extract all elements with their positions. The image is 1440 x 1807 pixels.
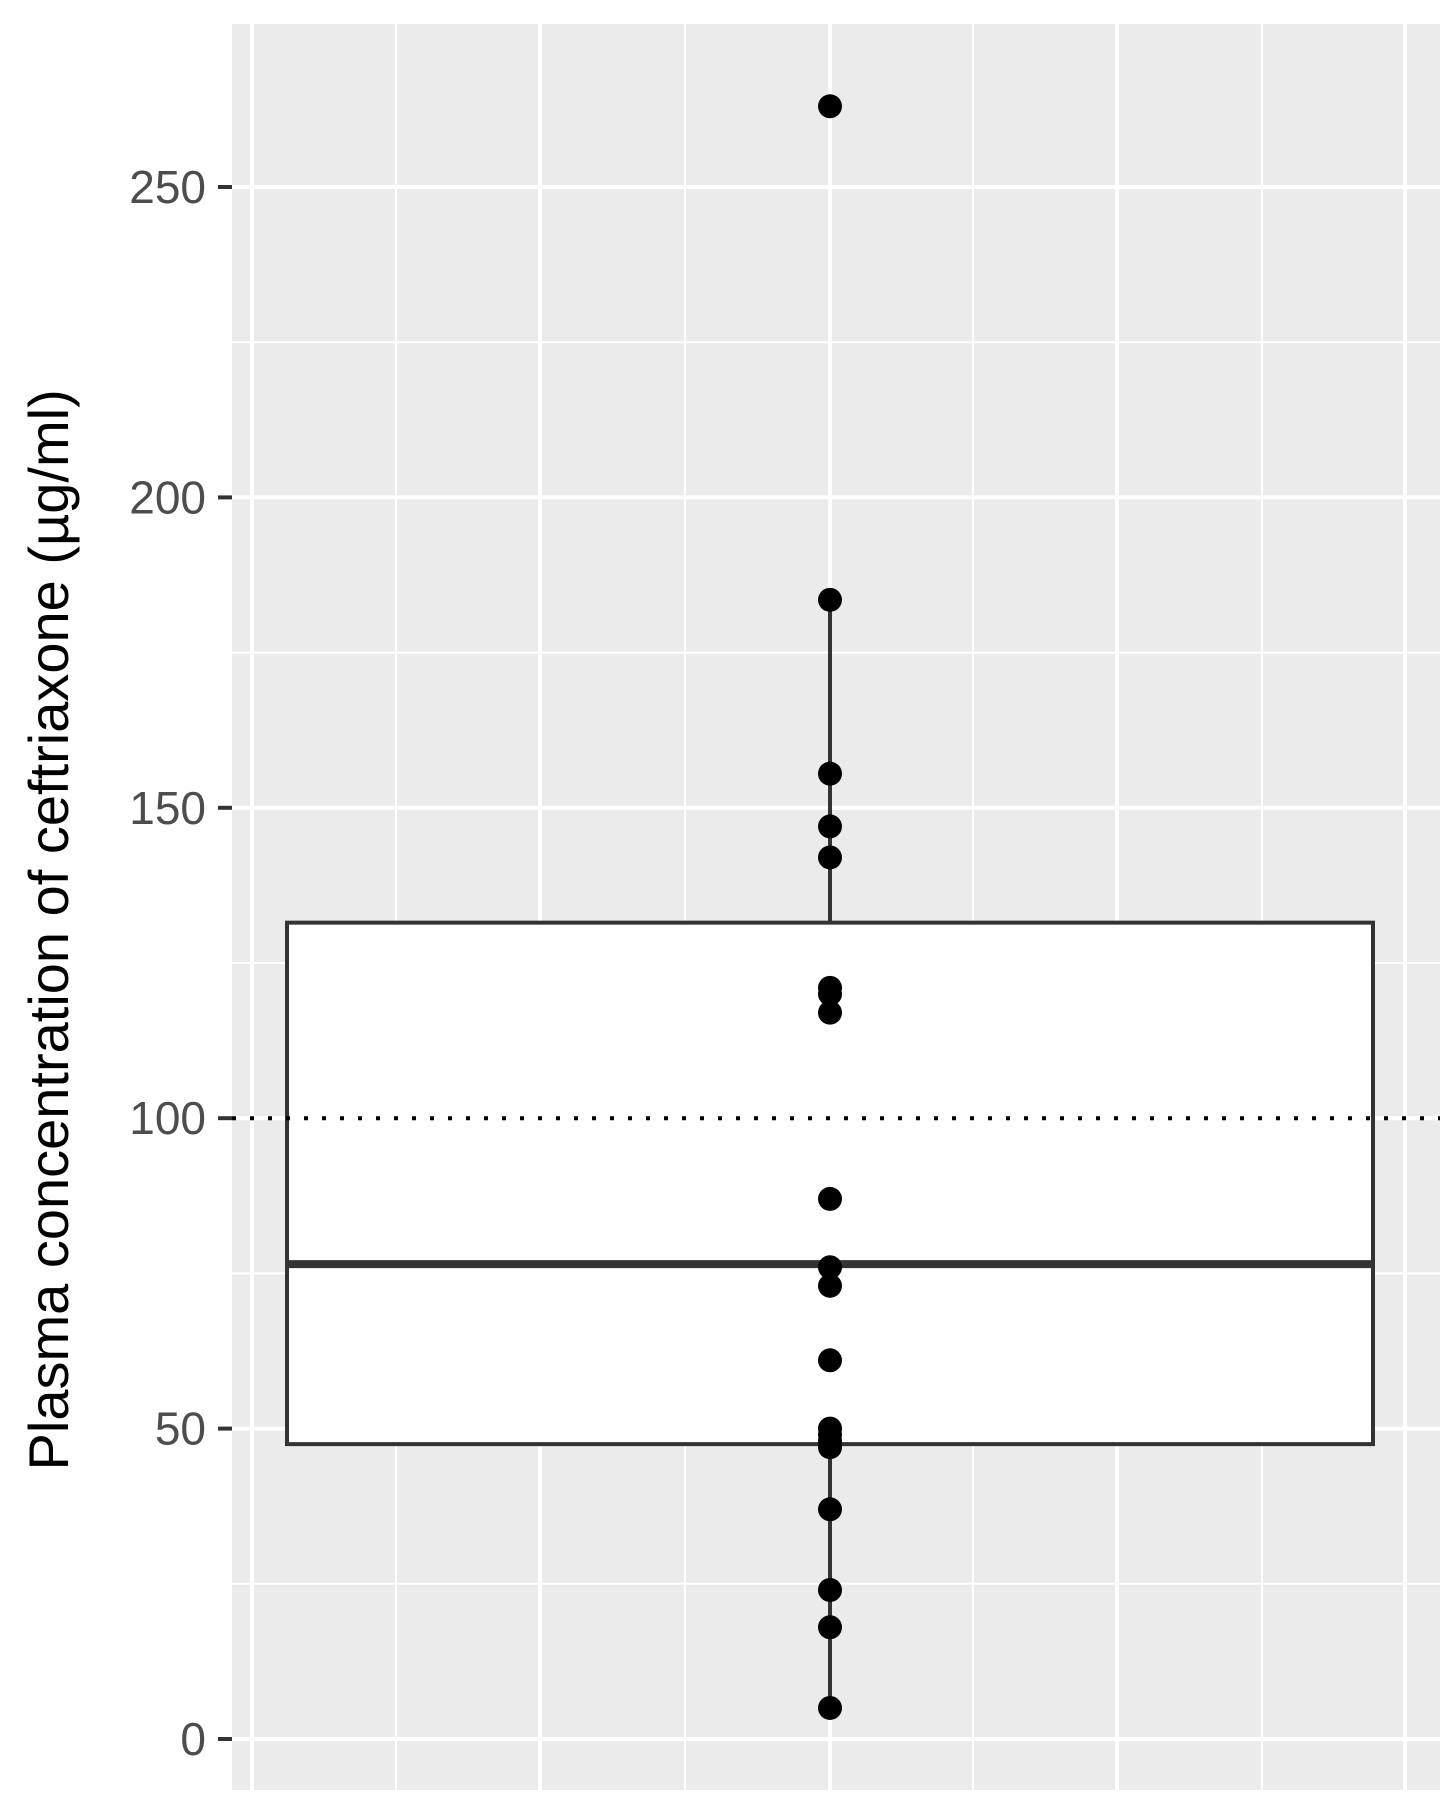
panel-background [232, 24, 1440, 1790]
data-point [818, 1255, 842, 1280]
data-point [818, 975, 842, 1000]
data-point [818, 1000, 842, 1025]
y-tick-label: 0 [180, 1713, 206, 1765]
data-point [818, 814, 842, 839]
data-point [818, 1497, 842, 1522]
y-tick-label: 150 [129, 782, 206, 834]
y-tick-label: 100 [129, 1092, 206, 1144]
data-point [818, 1695, 842, 1720]
data-points [818, 94, 842, 1720]
data-point [818, 1578, 842, 1603]
data-point [818, 845, 842, 870]
y-axis-title: Plasma concentration of ceftriaxone (µg/… [17, 389, 80, 1470]
data-point [818, 1615, 842, 1640]
data-point [818, 1186, 842, 1211]
data-point [818, 761, 842, 786]
data-point [818, 587, 842, 612]
y-tick-label: 250 [129, 161, 206, 213]
y-tick-label: 200 [129, 471, 206, 523]
data-point [818, 1416, 842, 1441]
data-point [818, 94, 842, 119]
data-point [818, 1348, 842, 1373]
data-point [818, 1273, 842, 1298]
y-axis: 0 50 100 150 200 250 [129, 161, 232, 1765]
y-tick-label: 50 [155, 1403, 206, 1455]
